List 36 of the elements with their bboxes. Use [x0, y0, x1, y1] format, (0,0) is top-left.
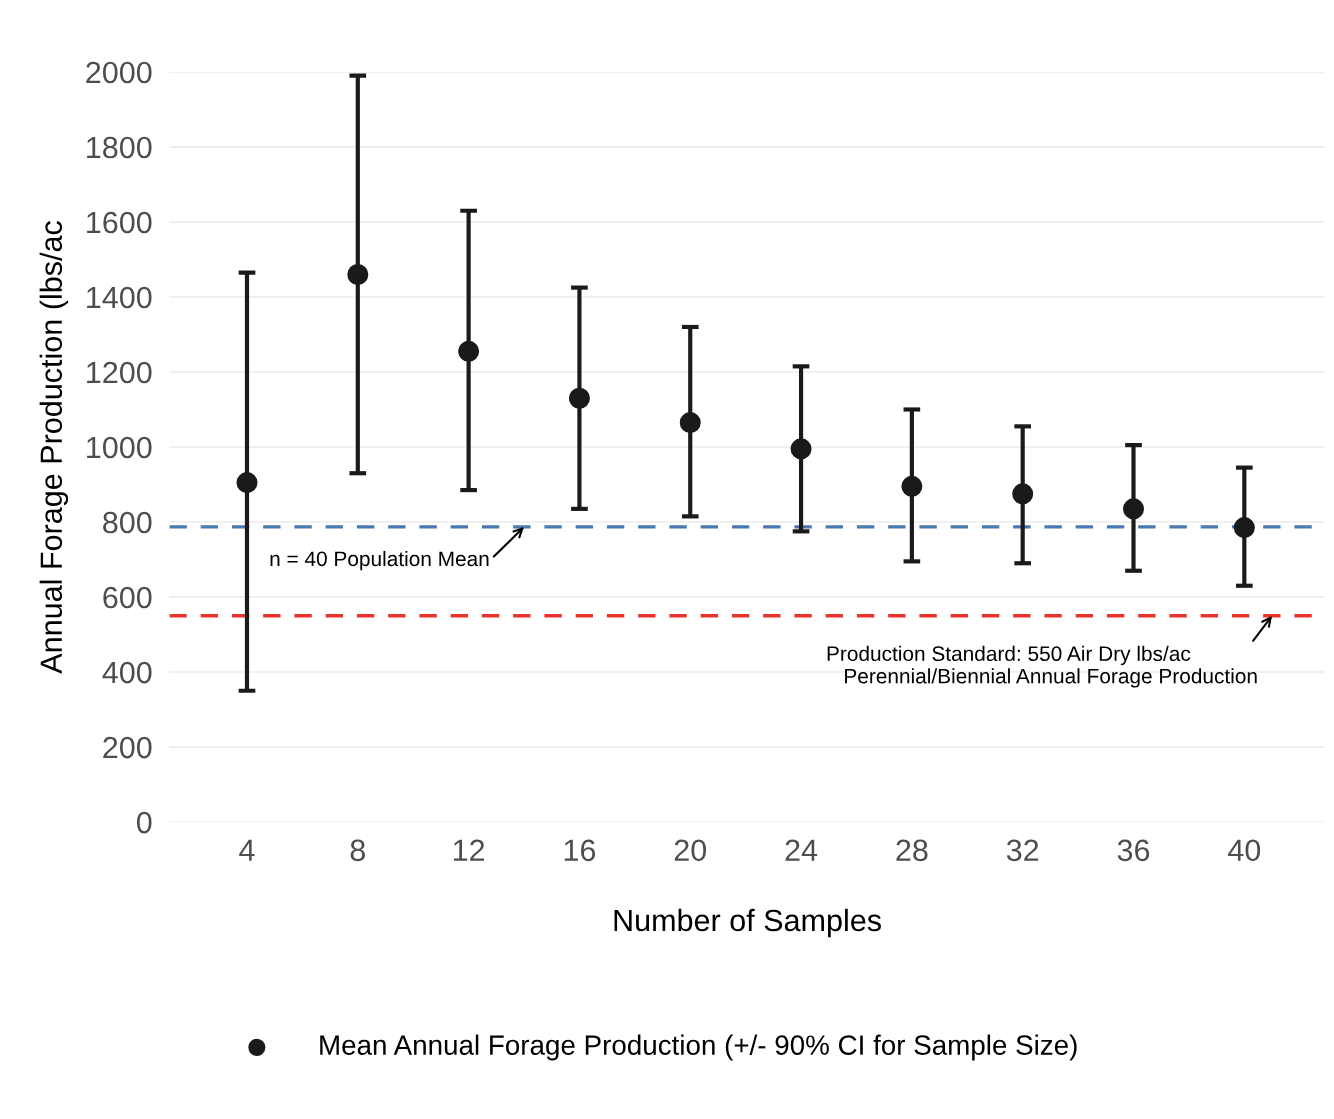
- annotation: Production Standard: 550 Air Dry lbs/ac Perennial/Biennial Annual Forage Production: [827, 645, 1257, 688]
- x-tick-label: 32: [1006, 839, 1039, 862]
- point: [236, 472, 258, 494]
- y-tick-label: 1600: [87, 211, 152, 234]
- y-tick-label: 2000: [86, 61, 152, 84]
- y-tick-label: 200: [103, 736, 152, 759]
- y-tick-label: 1800: [87, 136, 152, 159]
- x-tick-label: 4: [239, 839, 255, 861]
- point: [1012, 483, 1034, 505]
- y-tick-label: 1200: [87, 361, 152, 384]
- x-tick-label: 24: [785, 839, 818, 861]
- point: [790, 438, 812, 460]
- point: [1122, 498, 1145, 520]
- y-tick-label: 600: [103, 586, 152, 609]
- annotation: n = 40 Population Mean: [270, 550, 489, 571]
- legend-label: Mean Annual Forage Production (+/- 90% CI for Sample Size): [320, 1034, 1077, 1061]
- y-tick-label: 800: [103, 511, 152, 534]
- x-tick-label: 40: [1228, 839, 1261, 862]
- point: [347, 263, 369, 285]
- x-tick-label: 8: [350, 839, 365, 862]
- point: [679, 412, 701, 434]
- y-tick-label: 0: [136, 811, 152, 834]
- point: [1233, 517, 1255, 539]
- x-tick-label: 16: [564, 839, 596, 862]
- x-tick-label: 28: [896, 839, 928, 862]
- point: [568, 387, 590, 409]
- x-axis-title: Number of Samples: [614, 908, 881, 938]
- point: [458, 340, 480, 362]
- y-tick-label: 400: [102, 661, 152, 684]
- point: [901, 475, 923, 497]
- y-tick-label: 1000: [87, 436, 152, 459]
- y-tick-label: 1400: [87, 286, 152, 309]
- x-tick-label: 36: [1117, 839, 1150, 862]
- x-tick-label: 12: [453, 839, 485, 861]
- y-axis-title: Annual Forage Production (lbs/ac: [39, 221, 69, 674]
- x-tick-label: 20: [674, 839, 707, 862]
